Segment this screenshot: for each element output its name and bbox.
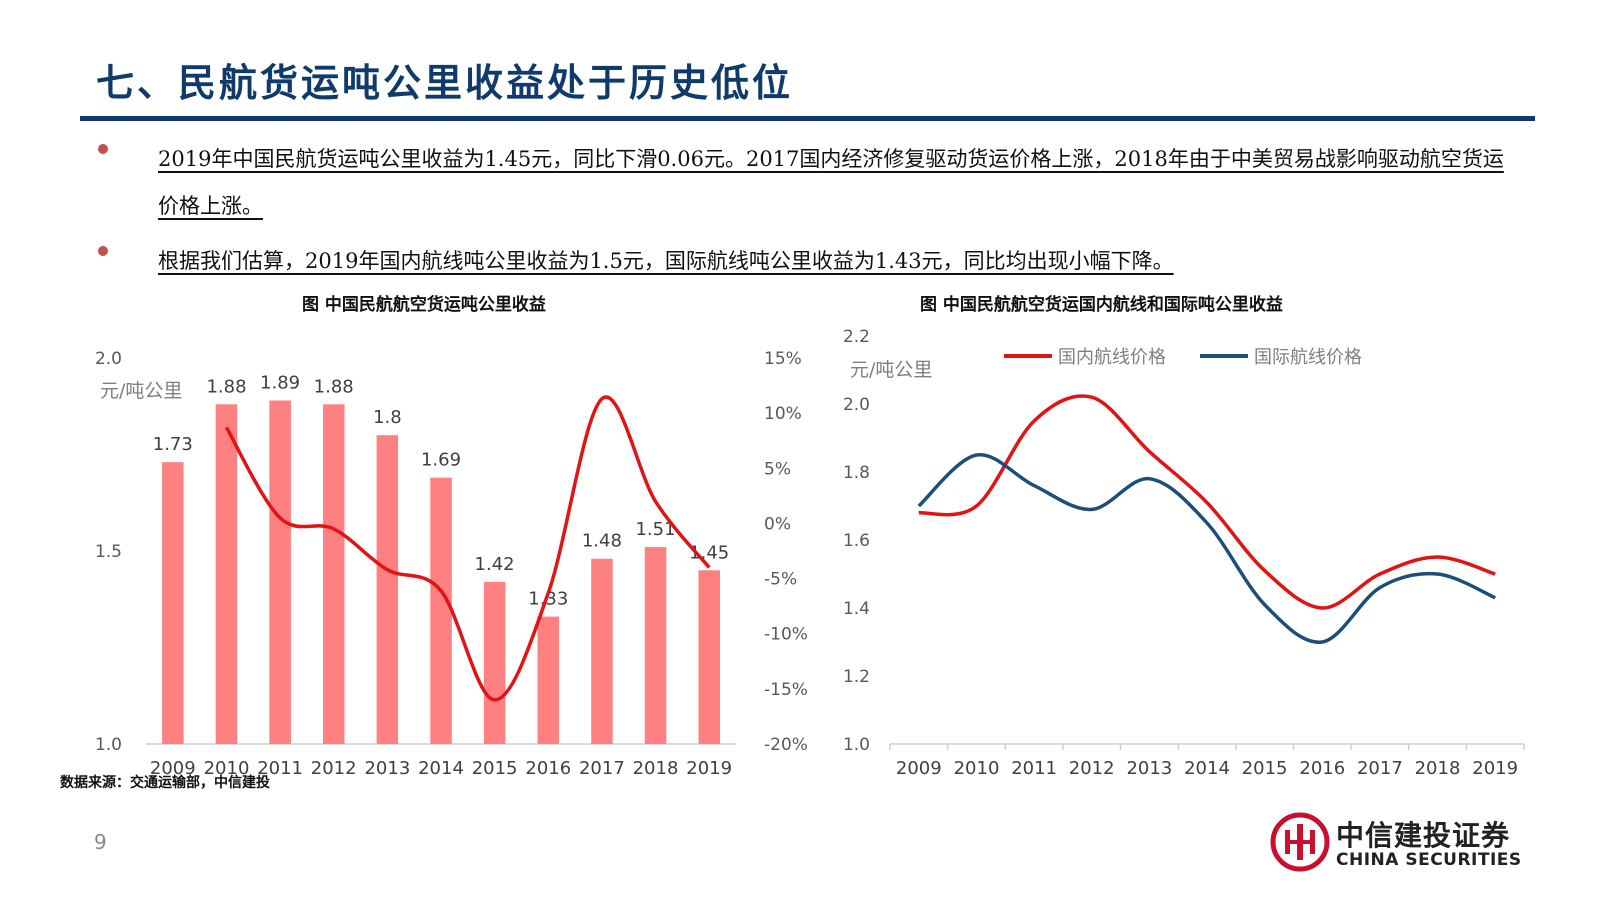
domestic-international-line-chart: 1.0 1.2 1.4 1.6 1.8 2.0 2.2 元/吨公里 2009 2010 2011 20…	[843, 327, 1525, 779]
bullet-item: 2019年中国民航货运吨公里收益为1.45元，同比下滑0.06元。2017国内经…	[96, 136, 1516, 230]
x-tick-label: 2009	[150, 758, 196, 779]
y-tick-label: 1.6	[843, 531, 870, 551]
bar-line-chart: 1.0 1.5 2.0 -20% -15% -10% -5% 0% 5% 10% 15% 元/吨公里 1…	[95, 349, 808, 779]
bar-value-label: 1.33	[528, 589, 568, 610]
bar-value-label: 1.73	[153, 434, 193, 455]
x-tick-label: 2014	[418, 758, 464, 779]
y-tick-label: 1.2	[843, 667, 870, 687]
bar	[376, 435, 399, 744]
legend-label: 国内航线价格	[1058, 347, 1166, 368]
x-tick-label: 2018	[1415, 758, 1461, 779]
x-tick-label: 2017	[1357, 758, 1403, 779]
bullet-list: 2019年中国民航货运吨公里收益为1.45元，同比下滑0.06元。2017国内经…	[96, 136, 1516, 293]
x-tick-label: 2016	[1299, 758, 1345, 779]
bullet-text: 根据我们估算，2019年国内航线吨公里收益为1.5元，国际航线吨公里收益为1.4…	[158, 249, 1174, 273]
bar-value-label: 1.48	[582, 531, 622, 552]
x-tick-label: 2019	[1472, 758, 1518, 779]
y2-tick-label: 0%	[764, 514, 791, 534]
x-tick-label: 2010	[204, 758, 250, 779]
unit-label: 元/吨公里	[100, 380, 182, 402]
bar-value-label: 1.88	[206, 376, 246, 397]
x-tick-label: 2013	[364, 758, 410, 779]
legend-label: 国际航线价格	[1254, 347, 1362, 368]
y-tick-label: 1.4	[843, 599, 870, 619]
bar	[483, 581, 506, 744]
bar	[591, 558, 613, 744]
y-tick-label: 1.0	[843, 735, 870, 755]
page-number: 9	[94, 830, 107, 854]
y2-tick-label: -5%	[764, 570, 797, 590]
bullet-dot-icon	[98, 246, 108, 256]
y2-tick-label: 5%	[764, 459, 791, 479]
x-tick-label: 2011	[1011, 758, 1057, 779]
growth-rate-line	[224, 395, 711, 702]
x-tick-label: 2015	[1242, 758, 1288, 779]
bar	[162, 462, 184, 744]
bar	[698, 570, 720, 744]
logo-english-name: CHINA SECURITIES	[1336, 850, 1522, 870]
x-tick-label: 2009	[896, 758, 942, 779]
x-tick-label: 2019	[686, 758, 732, 779]
x-tick-label: 2016	[525, 758, 571, 779]
bullet-item: 根据我们估算，2019年国内航线吨公里收益为1.5元，国际航线吨公里收益为1.4…	[96, 238, 1516, 285]
x-tick-label: 2015	[472, 758, 518, 779]
bar-value-label: 1.69	[421, 450, 461, 471]
x-tick-label: 2018	[633, 758, 679, 779]
chart-1-title: 图 中国民航航空货运吨公里收益	[302, 295, 546, 315]
y2-tick-label: 15%	[764, 349, 802, 369]
y2-tick-label: -10%	[764, 625, 808, 645]
bar-value-label: 1.8	[373, 407, 402, 428]
y-tick-label: 2.0	[843, 395, 870, 415]
bullet-text: 2019年中国民航货运吨公里收益为1.45元，同比下滑0.06元。2017国内经…	[158, 147, 1504, 218]
logo-chinese-name: 中信建投证券	[1336, 819, 1511, 852]
data-source: 数据来源：交通运输部，中信建投	[60, 775, 270, 791]
bar-value-label: 1.89	[260, 373, 300, 394]
x-tick-label: 2014	[1184, 758, 1230, 779]
bar	[430, 477, 452, 744]
title-divider	[80, 116, 1535, 121]
slide-title: 七、民航货运吨公里收益处于历史低位	[96, 61, 794, 105]
company-logo: 中信建投证券 CHINA SECURITIES	[1270, 812, 1540, 882]
x-tick-label: 2017	[579, 758, 625, 779]
bar	[537, 616, 559, 744]
bar-value-label: 1.88	[314, 376, 354, 397]
y2-tick-label: -15%	[764, 680, 808, 700]
x-tick-label: 2011	[257, 758, 303, 779]
bar	[644, 547, 667, 744]
domestic-price-line	[918, 394, 1496, 610]
y2-tick-label: 10%	[764, 404, 802, 424]
x-tick-label: 2012	[1069, 758, 1115, 779]
y-tick-label: 1.5	[95, 542, 122, 562]
bar	[269, 400, 291, 744]
bar	[323, 404, 345, 744]
x-tick-label: 2012	[311, 758, 357, 779]
x-tick-label: 2010	[954, 758, 1000, 779]
y2-tick-label: -20%	[764, 735, 808, 755]
y-tick-label: 1.0	[95, 735, 122, 755]
y-tick-label: 2.2	[843, 327, 870, 347]
y-tick-label: 2.0	[95, 349, 122, 369]
bullet-dot-icon	[98, 144, 108, 154]
y-tick-label: 1.8	[843, 463, 870, 483]
international-price-line	[917, 453, 1496, 644]
chart-2-title: 图 中国民航航空货运国内航线和国际吨公里收益	[920, 295, 1283, 315]
x-tick-label: 2013	[1126, 758, 1172, 779]
bar	[215, 404, 238, 744]
bar-value-label: 1.51	[635, 519, 675, 540]
bar-value-label: 1.42	[475, 554, 515, 575]
unit-label: 元/吨公里	[850, 359, 932, 381]
china-securities-logo-icon	[1270, 812, 1330, 872]
